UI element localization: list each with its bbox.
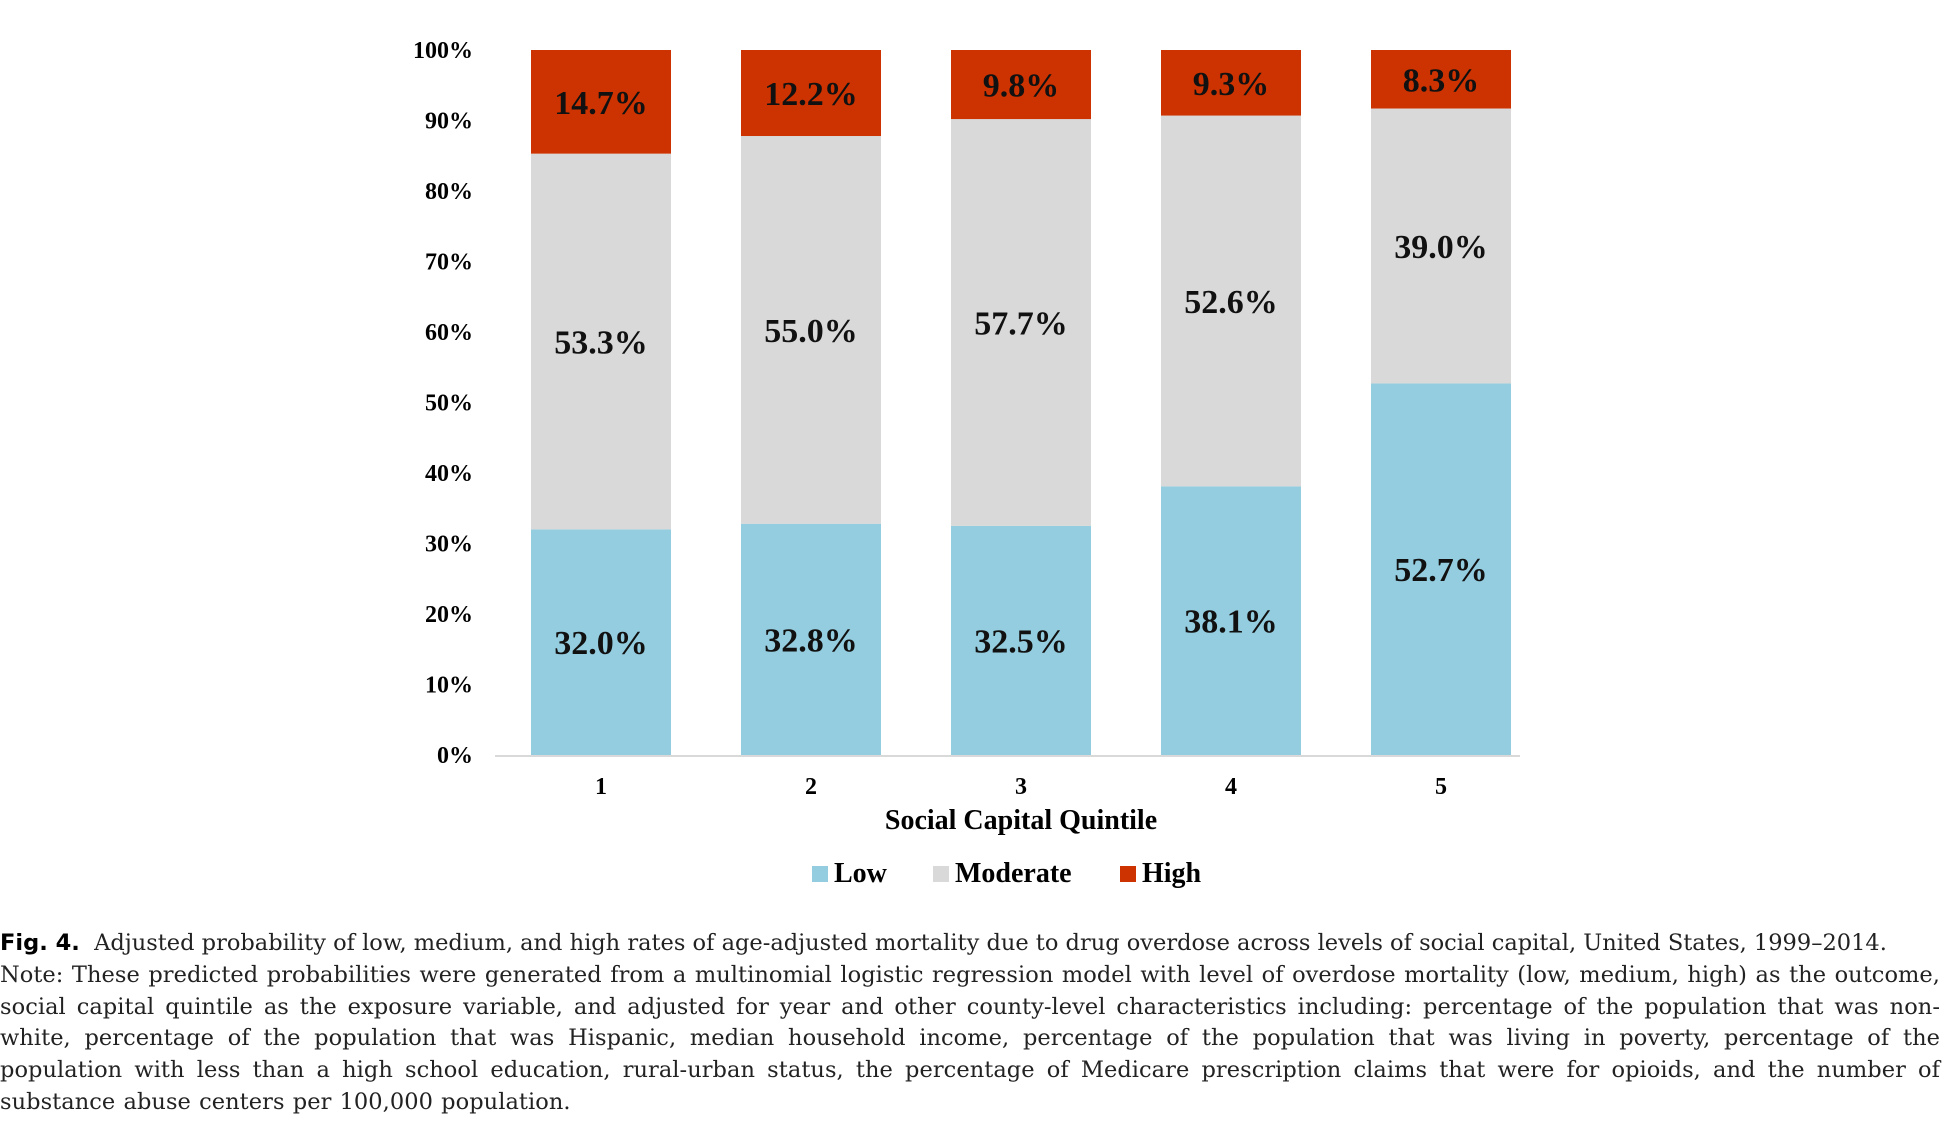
legend-label-moderate: Moderate (955, 858, 1072, 889)
legend-swatch-moderate (933, 866, 949, 882)
y-tick-label: 20% (425, 602, 473, 628)
plot-area: 32.0% 53.3% 14.7% 32.8% 55.0% 12.2% 32.5% 57.7%… (531, 50, 1511, 755)
data-label: 12.2% (764, 76, 858, 113)
y-axis: 0% 10% 20% 30% 40% 50% 60% 70% 80% 90% 100% (413, 38, 473, 769)
caption-heading: Fig. 4. Adjusted probability of low, med… (0, 928, 1940, 960)
y-tick-label: 50% (425, 391, 473, 417)
bar-segment-low (1371, 383, 1511, 755)
bar-stack: 52.7% 39.0% 8.3% (1371, 50, 1511, 755)
legend: Low Moderate High (812, 858, 1202, 889)
bar-segment-low (531, 529, 671, 755)
data-label: 52.7% (1394, 552, 1488, 589)
y-tick-label: 60% (425, 320, 473, 346)
bar-segment-low (1161, 486, 1301, 755)
bar-segment-high (1161, 50, 1301, 116)
bar-segment-moderate (741, 136, 881, 524)
y-tick-label: 80% (425, 179, 473, 205)
data-label: 32.8% (764, 622, 858, 659)
data-label: 32.5% (974, 623, 1068, 660)
x-tick-label: 2 (805, 774, 817, 800)
bar-stack: 38.1% 52.6% 9.3% (1161, 50, 1301, 755)
x-tick-label: 4 (1225, 774, 1237, 800)
legend-label-low: Low (834, 858, 888, 889)
data-label: 8.3% (1403, 62, 1480, 99)
bar-segment-high (951, 50, 1091, 120)
y-tick-label: 0% (437, 743, 473, 769)
figure-caption: Fig. 4. Adjusted probability of low, med… (0, 928, 1940, 1119)
data-label: 39.0% (1394, 229, 1488, 266)
y-tick-label: 100% (413, 38, 473, 64)
legend-label-high: High (1142, 858, 1202, 889)
legend-swatch-high (1120, 866, 1136, 882)
x-axis: 1 2 3 4 5 (595, 774, 1447, 800)
legend-swatch-low (812, 866, 828, 882)
bar-segment-moderate (531, 153, 671, 530)
bar-stack: 32.0% 53.3% 14.7% (531, 50, 671, 755)
data-label: 55.0% (764, 313, 858, 350)
x-tick-label: 3 (1015, 774, 1027, 800)
data-label: 32.0% (554, 625, 648, 662)
bar-segment-moderate (1161, 115, 1301, 487)
bar-segment-moderate (1371, 108, 1511, 384)
bar-stack: 32.8% 55.0% 12.2% (741, 50, 881, 755)
data-label: 52.6% (1184, 284, 1278, 321)
data-label: 53.3% (554, 325, 648, 362)
stacked-bar-chart: 0% 10% 20% 30% 40% 50% 60% 70% 80% 90% 100% 32.0% 5… (413, 38, 1520, 889)
y-tick-label: 30% (425, 532, 473, 558)
x-tick-label: 5 (1435, 774, 1447, 800)
data-label: 9.3% (1193, 66, 1270, 103)
bar-segment-moderate (951, 119, 1091, 526)
bar-segment-high (531, 50, 671, 154)
caption-title: Adjusted probability of low, medium, and… (94, 930, 1887, 956)
x-tick-label: 1 (595, 774, 607, 800)
y-tick-label: 40% (425, 461, 473, 487)
x-axis-title: Social Capital Quintile (885, 805, 1157, 836)
data-label: 38.1% (1184, 604, 1278, 641)
bar-segment-high (1371, 50, 1511, 109)
y-tick-label: 90% (425, 109, 473, 135)
bar-stack: 32.5% 57.7% 9.8% (951, 50, 1091, 755)
data-label: 9.8% (983, 68, 1060, 105)
y-tick-label: 70% (425, 250, 473, 276)
bar-segment-low (951, 525, 1091, 755)
bar-segment-high (741, 50, 881, 137)
caption-figure-label: Fig. 4. (0, 930, 80, 956)
data-label: 14.7% (554, 85, 648, 122)
y-tick-label: 10% (425, 673, 473, 699)
caption-note: Note: These predicted probabilities were… (0, 961, 1940, 1115)
data-label: 57.7% (974, 305, 1068, 342)
bar-segment-low (741, 523, 881, 755)
